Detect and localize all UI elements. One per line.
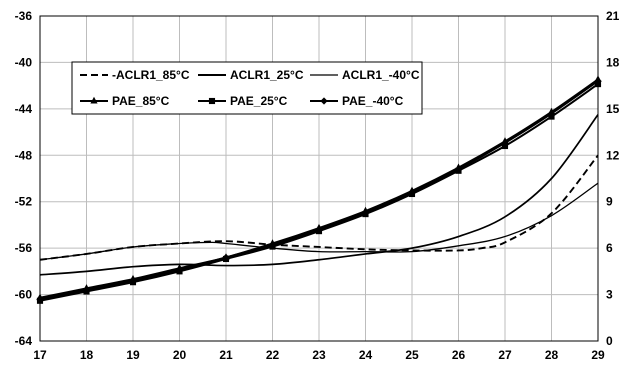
series-aclr1-25-c	[39, 114, 599, 276]
legend-label: ACLR1_-40°C	[342, 68, 420, 82]
legend-item-pae-85-c: PAE_85°C	[80, 94, 170, 108]
x-tick-label: 18	[80, 348, 94, 362]
series-point-pae-40-c	[222, 253, 230, 262]
series-layer	[36, 75, 602, 304]
legend-item-pae-40-c: PAE_-40°C	[310, 94, 404, 108]
series-point-pae-40-c	[175, 266, 184, 274]
x-tick-label: 20	[173, 348, 187, 362]
y-right-tick-label: 12	[606, 148, 620, 162]
series-point-pae-40-c	[268, 241, 277, 249]
y-left-tick-label: -40	[15, 55, 33, 69]
x-tick-label: 28	[545, 348, 559, 362]
legend-marker	[90, 96, 98, 104]
y-right-tick-label: 15	[606, 102, 620, 116]
series-line-aclr1-40-c	[39, 182, 599, 261]
x-tick-label: 17	[33, 348, 47, 362]
y-right-tick-label: 0	[606, 334, 613, 348]
legend-label: PAE_85°C	[112, 94, 170, 108]
legend-marker	[320, 97, 328, 105]
legend: -ACLR1_85°C ACLR1_25°C ACLR1_-40°C PAE_85°C…	[71, 61, 423, 115]
y-right-tick-label: 9	[606, 195, 613, 209]
legend-item-aclr1-85-c: -ACLR1_85°C	[80, 68, 190, 82]
ticks-layer: 17 18 19 20 21 22 23 24 25 26 27 28 29 -36 -40 -44 -48 -5…	[15, 9, 620, 362]
y-right-tick-label: 21	[606, 9, 620, 23]
series-point-pae-40-c	[129, 277, 137, 285]
legend-label: -ACLR1_85°C	[112, 68, 190, 82]
series-line-aclr1-85-c	[39, 154, 599, 261]
legend-label: PAE_-40°C	[342, 94, 404, 108]
y-left-tick-label: -56	[15, 241, 33, 255]
series-point-pae-40-c	[547, 109, 556, 118]
series-point-pae-40-c	[315, 225, 323, 234]
series-point-pae-40-c	[454, 165, 463, 173]
legend-label: PAE_25°C	[230, 94, 288, 108]
y-left-tick-label: -48	[15, 148, 33, 162]
legend-item-pae-25-c: PAE_25°C	[198, 94, 288, 108]
x-tick-label: 26	[452, 348, 466, 362]
x-tick-label: 22	[266, 348, 280, 362]
y-left-tick-label: -44	[15, 102, 33, 116]
series-aclr1-40-c	[39, 182, 599, 261]
y-left-tick-label: -60	[15, 288, 33, 302]
legend-box	[71, 61, 423, 115]
legend-marker	[208, 97, 216, 105]
x-tick-label: 19	[126, 348, 140, 362]
x-tick-label: 25	[405, 348, 419, 362]
x-tick-label: 27	[498, 348, 512, 362]
y-left-tick-label: -36	[15, 9, 33, 23]
series-aclr1-85-c	[39, 154, 599, 261]
legend-label: ACLR1_25°C	[230, 68, 304, 82]
x-tick-label: 29	[591, 348, 605, 362]
series-point-pae-40-c	[82, 286, 91, 294]
series-point-pae-40-c	[408, 188, 416, 197]
series-line-aclr1-25-c	[39, 114, 599, 276]
x-tick-label: 21	[219, 348, 233, 362]
y-left-tick-label: -52	[15, 195, 33, 209]
legend-item-aclr1-25-c: ACLR1_25°C	[198, 68, 304, 82]
y-right-tick-label: 6	[606, 241, 613, 255]
plot-frame	[39, 15, 599, 342]
series-pae-40-c	[36, 77, 602, 303]
x-tick-label: 24	[359, 348, 373, 362]
legend-item-aclr1-40-c: ACLR1_-40°C	[310, 68, 420, 82]
y-right-tick-label: 18	[606, 55, 620, 69]
series-point-pae-40-c	[501, 139, 509, 147]
y-right-tick-label: 3	[606, 288, 613, 302]
x-tick-label: 23	[312, 348, 326, 362]
y-left-tick-label: -64	[15, 334, 33, 348]
series-point-pae-40-c	[361, 208, 370, 217]
